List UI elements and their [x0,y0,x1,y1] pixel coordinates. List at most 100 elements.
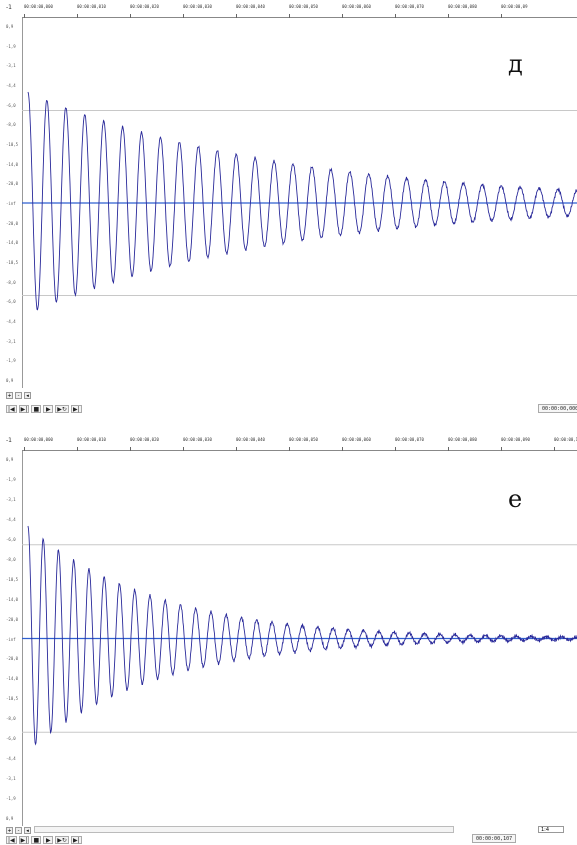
timeline-label: 00:00:00,040 [236,437,265,442]
timeline-tick [130,14,131,18]
corner-label: -1 [6,437,12,444]
stop-button[interactable]: ■ [31,405,42,413]
go-end-button[interactable]: ▶| [18,405,30,413]
panel-letter: д [508,50,523,78]
db-label: -8,0 [6,556,16,562]
zoom-controls: + - ◂ [6,391,31,399]
waveform-view[interactable] [22,18,577,388]
loop-play-button[interactable]: ▶↻ [55,405,69,413]
db-label: 0,9 [6,24,14,29]
timeline-tick [77,447,78,451]
db-label: -4,4 [6,756,16,762]
db-label: -1,9 [6,43,16,49]
timeline-label: 00:00:00,050 [289,437,318,442]
db-label: -10,5 [6,142,19,147]
db-label: -6,0 [6,736,16,742]
timeline-tick [501,14,502,18]
timeline-tick [289,447,290,451]
zoom-in-button[interactable]: + [6,826,13,834]
db-label: -20,0 [6,220,19,226]
db-ruler: 0,9 -1,9 -3,1 -4,4 -6,0 -8,0 -10,5 -14,0 -20,0 -i… [0,451,22,826]
timeline-baseline [22,17,577,18]
zoom-out-button[interactable]: - [15,391,22,399]
time-readout: 00:00:00,000 [538,404,577,413]
timeline-label: 00:00:00,020 [130,437,159,442]
db-label: -10,5 [6,576,19,582]
go-start-button[interactable]: |◀ [6,405,17,413]
transport-toolbar: |◀ ▶| ■ ▶ ▶↻ ▶| [6,404,82,414]
db-label: 0,9 [6,816,14,821]
timeline-label: 00:00:00,010 [77,4,106,9]
waveform-trace [27,525,577,746]
db-label: -20,0 [6,181,19,187]
timeline-tick [183,14,184,18]
db-label: -14,0 [6,676,19,682]
timeline-tick [554,447,555,451]
db-label: -6,0 [6,536,16,542]
db-label: -20,0 [6,656,19,662]
timeline-tick [183,447,184,451]
zoom-controls: + - ◂ [6,826,31,834]
timeline-label: 00:00:00,030 [183,4,212,9]
timeline-tick [24,447,25,451]
db-label: -4,4 [6,83,16,88]
timeline-label: 00:00:00,070 [395,4,424,9]
db-label: 0,9 [6,378,14,383]
db-label: 0,9 [6,457,14,462]
timeline-tick [395,14,396,18]
timeline-tick [342,447,343,451]
zoom-in-button[interactable]: + [6,391,13,399]
timeline-tick [448,447,449,451]
zoom-level-field[interactable]: 1:4 [538,826,564,833]
play-button[interactable]: ▶ [43,405,54,413]
db-label: -1,9 [6,358,16,364]
time-readout: 00:00:00,107 [472,834,517,843]
db-label: -3,1 [6,496,16,502]
waveform-view[interactable] [22,451,577,826]
waveform-panel-d: -1 00:00:00,000 00:00:00,010 00:00:00,020 0… [0,0,577,418]
db-label: -20,0 [6,616,19,622]
waveform-panel-e: -1 00:00:00,000 00:00:00,010 00:00:00,020 0… [0,433,577,845]
db-label: -4,4 [6,319,16,324]
db-label: -10,5 [6,696,19,702]
db-label: -3,1 [6,63,16,69]
db-label: -8,0 [6,716,16,722]
corner-label: -1 [6,4,12,11]
timeline-tick [24,14,25,18]
timeline-label: 00:00:00,010 [77,437,106,442]
timeline-label: 00:00:00,080 [448,437,477,442]
db-label: -14,0 [6,161,19,167]
zoom-out-button[interactable]: - [15,826,22,834]
timeline-label: 00:00:00,060 [342,4,371,9]
timeline-label: 00:00:00,000 [24,437,53,442]
db-label: -8,0 [6,122,16,128]
db-label: -10,5 [6,260,19,265]
timeline-tick [395,447,396,451]
scroll-left-button[interactable]: ◂ [24,391,31,399]
waveform-svg [22,451,577,826]
timeline-tick [130,447,131,451]
db-label: -14,0 [6,240,19,246]
timeline-ruler[interactable]: 00:00:00,000 00:00:00,010 00:00:00,020 00:0… [22,4,577,18]
timeline-tick [448,14,449,18]
timeline-baseline [22,450,577,451]
play-to-end-button[interactable]: ▶| [70,405,82,413]
db-label: -6,0 [6,299,16,305]
db-label: -6,0 [6,102,16,108]
timeline-tick [501,447,502,451]
timeline-tick [289,14,290,18]
waveform-trace [27,91,577,311]
scroll-left-button[interactable]: ◂ [24,826,31,834]
transport-toolbar: |◀ ▶| ■ ▶ ▶↻ ▶| [6,835,82,845]
db-label: -3,1 [6,776,16,782]
timeline-label: 00:00:00,070 [395,437,424,442]
timeline-label: 00:00:00,050 [289,4,318,9]
timeline-ruler[interactable]: 00:00:00,000 00:00:00,010 00:00:00,020 00:0… [22,437,577,451]
timeline-tick [77,14,78,18]
timeline-label: 00:00:00,000 [24,4,53,9]
timeline-tick [236,447,237,451]
timeline-label: 00:00:00,020 [130,4,159,9]
horizontal-scrollbar[interactable] [34,826,454,833]
timeline-label: 00:00:00,080 [448,4,477,9]
timeline-label: 00:00:00,060 [342,437,371,442]
